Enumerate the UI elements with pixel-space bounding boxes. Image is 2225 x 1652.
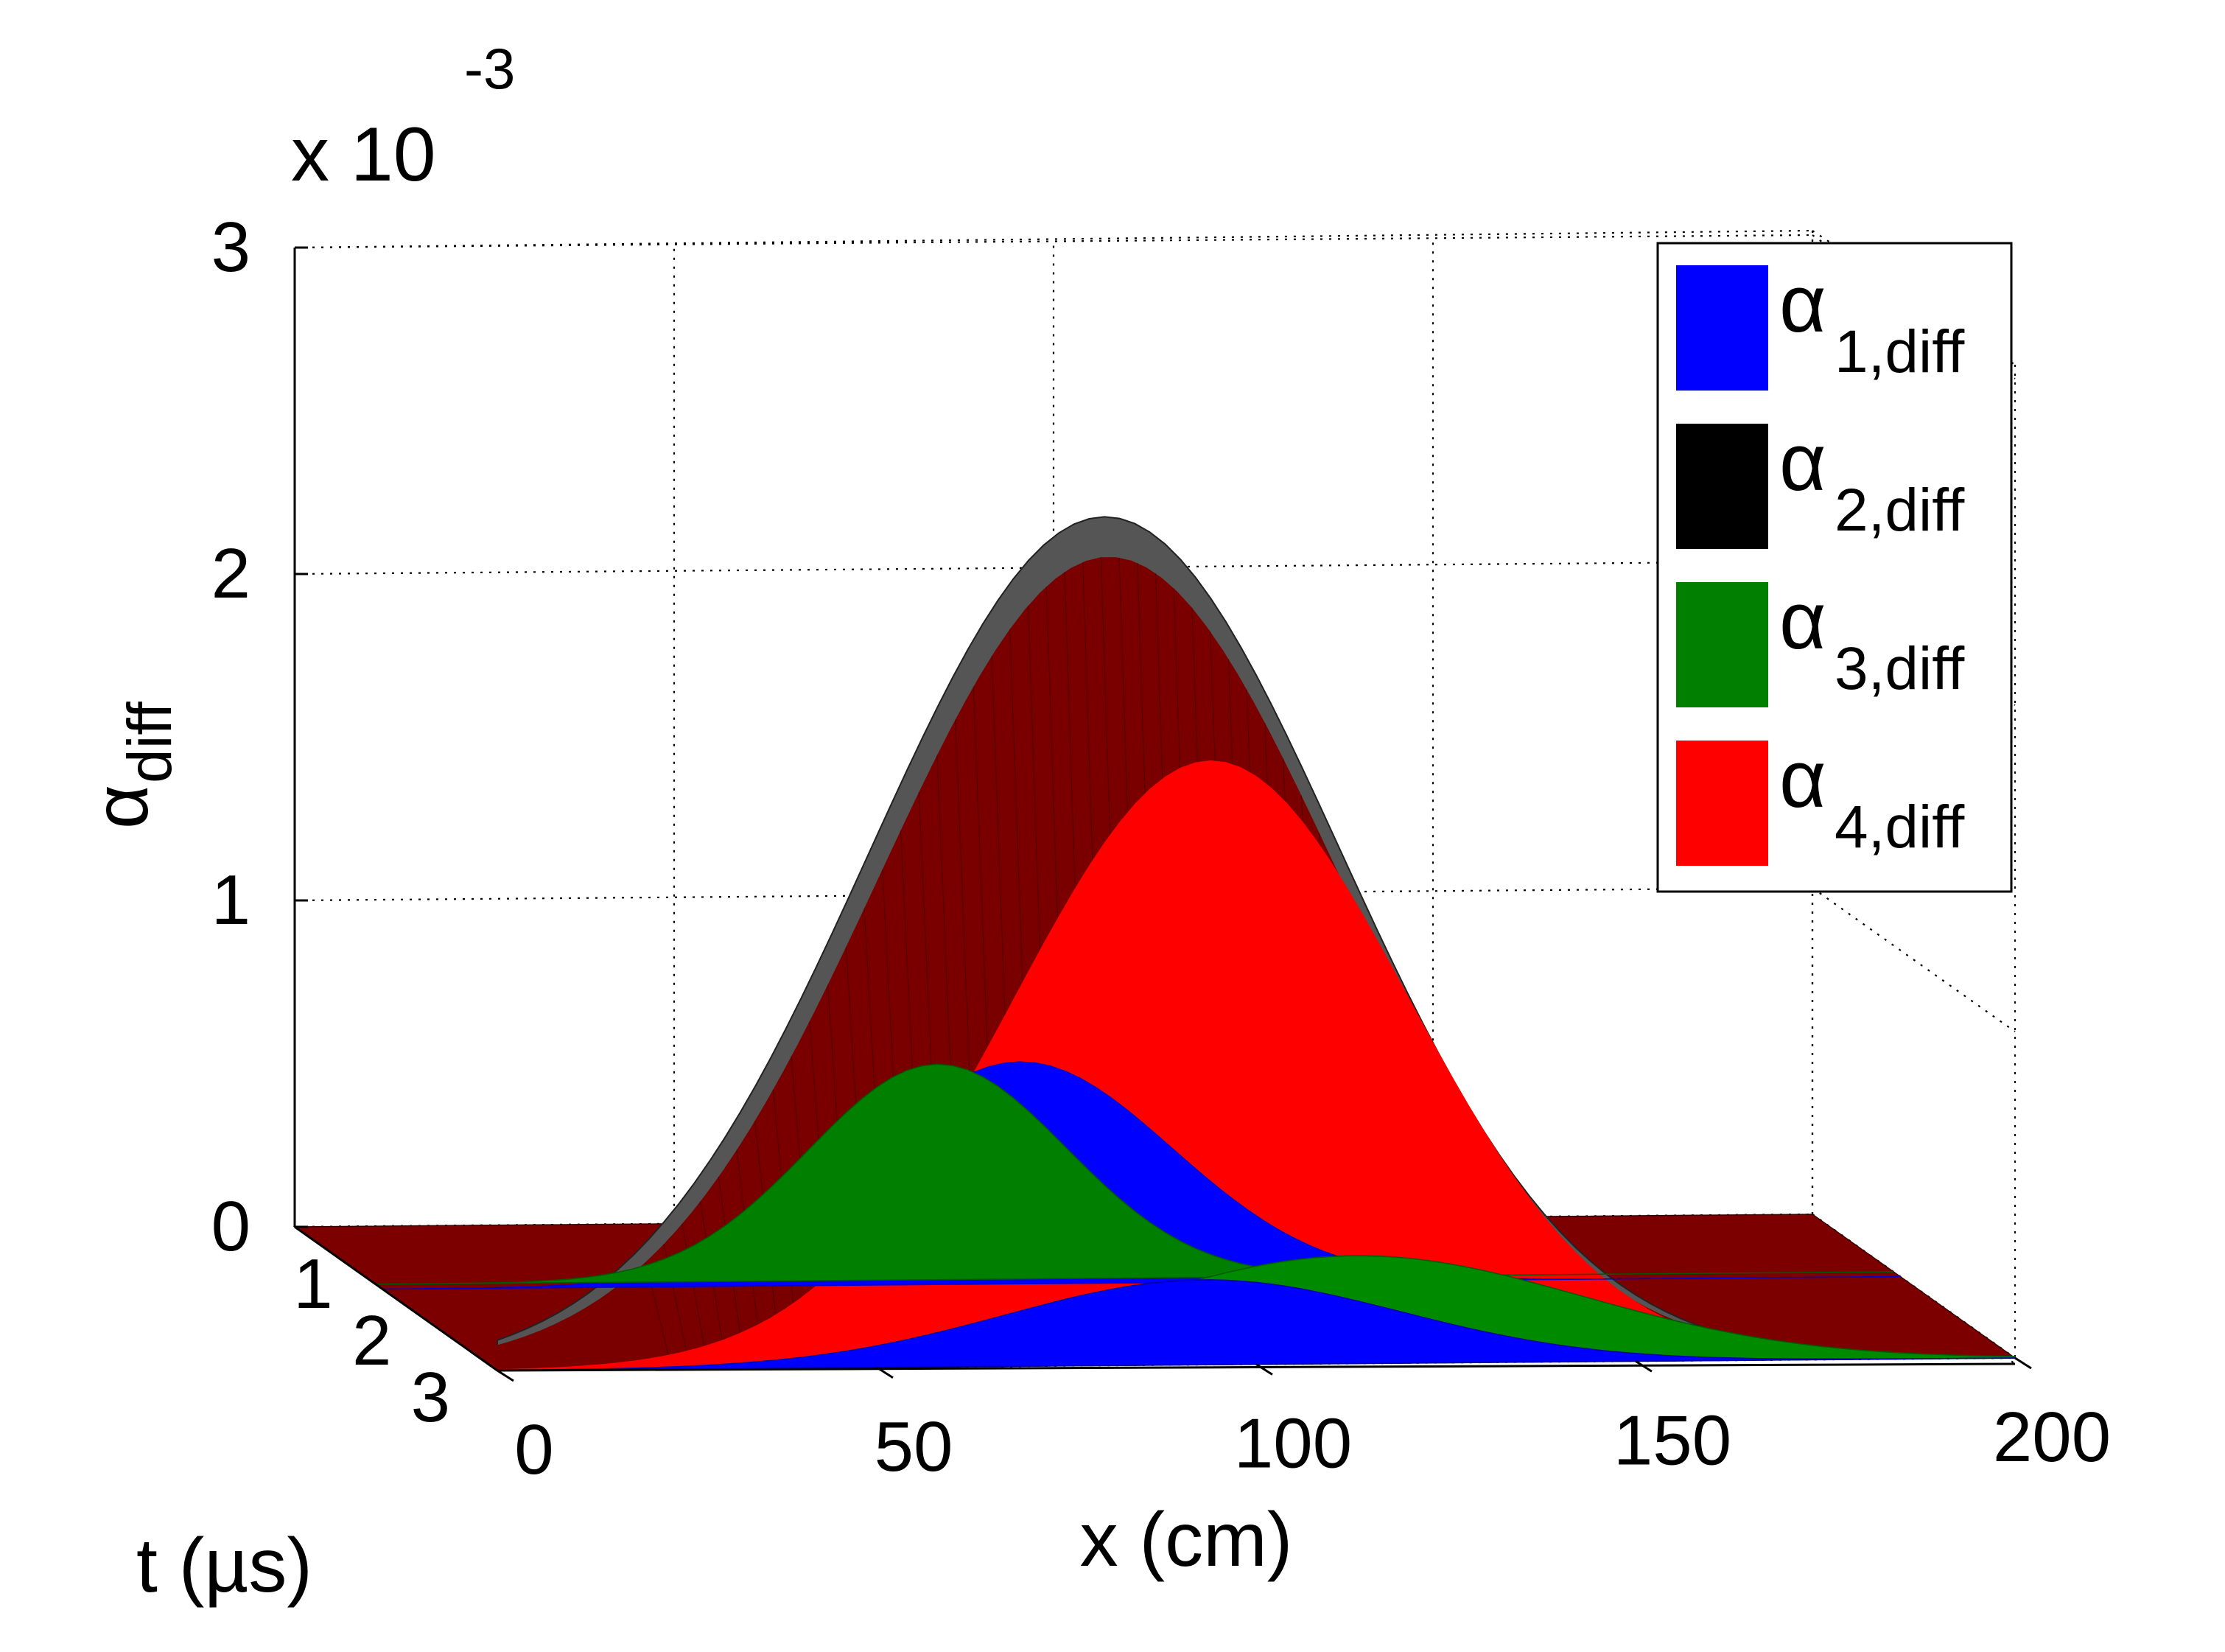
legend-swatch	[1676, 424, 1768, 549]
x-tick-label: 0	[514, 1410, 553, 1489]
z-tick-label: 3	[211, 208, 250, 287]
x-tick-label: 50	[875, 1407, 953, 1486]
z-tick-label: 0	[211, 1187, 250, 1266]
z-tick-label: 1	[211, 861, 250, 939]
series-alpha-1-front	[497, 1279, 2016, 1371]
t-tick-label: 3	[411, 1358, 450, 1437]
series-alpha-3-back	[375, 1063, 1894, 1285]
surface-layer	[292, 516, 2017, 1372]
legend-label-sub: 2,diff	[1835, 477, 1965, 544]
exponent-base: x 10	[291, 112, 436, 197]
exponent-power: -3	[464, 36, 515, 101]
legend-label-main: α	[1779, 259, 1826, 349]
x-tick-label: 100	[1234, 1404, 1352, 1483]
legend-label-sub: 3,diff	[1835, 635, 1965, 702]
legend-label-main: α	[1779, 734, 1826, 825]
t-tick-label: 1	[293, 1245, 332, 1323]
legend-label-sub: 4,diff	[1835, 794, 1965, 861]
legend-swatch	[1676, 265, 1768, 391]
axes-layer	[293, 248, 2016, 1372]
z-axis-label-main: α	[79, 785, 164, 829]
z-axis-label-sub: diff	[115, 701, 184, 783]
t-tick-label: 2	[352, 1301, 391, 1380]
legend-swatch	[1676, 741, 1768, 866]
legend-label-main: α	[1779, 417, 1826, 508]
legend-label-main: α	[1779, 575, 1826, 666]
legend-swatch	[1676, 582, 1768, 707]
x-axis-label: x (cm)	[1080, 1497, 1293, 1583]
legend-label-sub: 1,diff	[1835, 318, 1965, 385]
x-axis-line	[497, 1362, 2016, 1372]
t-axis-label: t (µs)	[136, 1523, 312, 1609]
x-tick-label: 150	[1613, 1401, 1731, 1480]
exponent-label: x 10 -3	[291, 36, 515, 197]
t-axis-line	[294, 1225, 498, 1372]
z-axis-label: α diff	[79, 701, 184, 829]
z-tick-label: 2	[211, 534, 250, 613]
x-tick-label: 200	[1993, 1398, 2111, 1477]
